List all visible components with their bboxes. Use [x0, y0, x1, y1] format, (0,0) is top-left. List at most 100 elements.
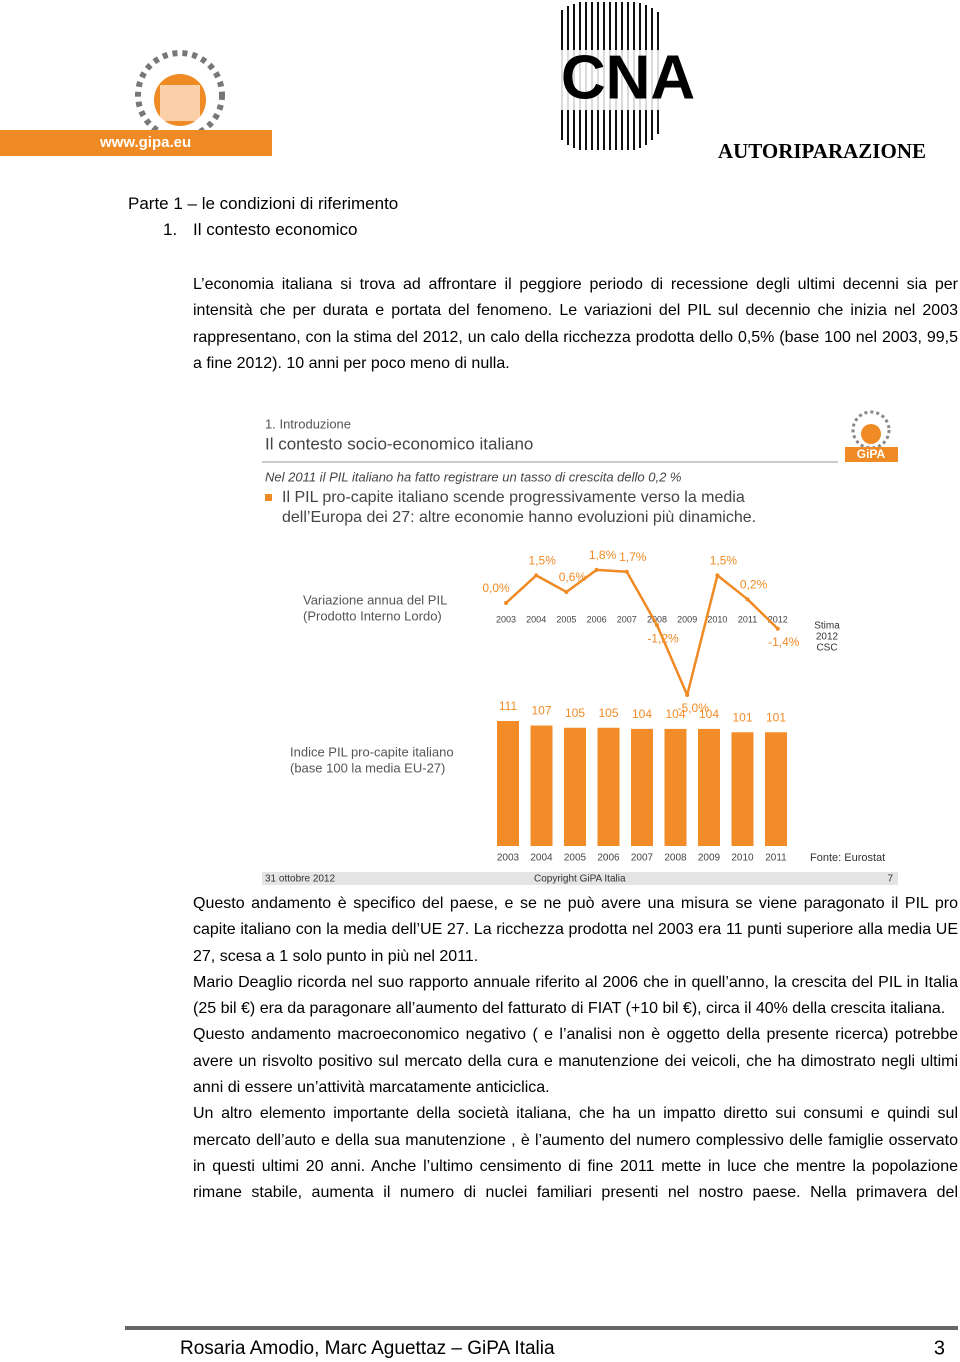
x-label: 2010 [731, 853, 754, 864]
x-label: 2008 [664, 853, 687, 864]
site-url: www.gipa.eu [99, 134, 191, 151]
x-label: 2010 [707, 614, 727, 624]
point [624, 569, 629, 574]
bar [530, 725, 553, 846]
heading-title: Il contesto economico [193, 220, 358, 239]
value-label: -1,4% [768, 635, 800, 649]
footer-page: 3 [934, 1337, 945, 1359]
paragraph: Mario Deaglio ricorda nel suo rapporto a… [193, 973, 958, 1018]
point [534, 573, 539, 578]
value-label: 1,5% [710, 554, 738, 568]
bullet-line: dell’Europa dei 27: altre economie hanno… [282, 509, 756, 526]
bar [664, 728, 687, 846]
value-label: 1,8% [589, 548, 617, 562]
value-label: 101 [732, 710, 752, 724]
x-label: 2005 [564, 853, 587, 864]
x-label: 2005 [556, 614, 576, 624]
slide-page: 7 [887, 874, 893, 885]
x-label: 2003 [497, 853, 520, 864]
paragraph: Questo andamento è specifico del paese, … [193, 895, 958, 965]
chart-note: CSC [816, 643, 837, 654]
intro-text: L’economia italiana si trova ad affronta… [193, 272, 958, 377]
x-label: 2012 [768, 614, 788, 624]
value-label: 1,5% [529, 554, 557, 568]
bullet-line: Il PIL pro-capite italiano scende progre… [282, 489, 745, 506]
slide-title: Il contesto socio-economico italiano [265, 434, 533, 453]
x-label: 2003 [496, 614, 516, 624]
chart-label: Indice PIL pro-capite italiano [290, 744, 454, 759]
bar [731, 732, 754, 846]
x-label: 2006 [587, 614, 607, 624]
value-label: -1,2% [647, 631, 679, 645]
slide-date: 31 ottobre 2012 [265, 874, 335, 885]
slide-logo-ring [851, 410, 891, 450]
x-label: 2011 [738, 614, 757, 624]
chart-label: (Prodotto Interno Lordo) [303, 608, 442, 623]
point [504, 601, 508, 605]
cna-text: CNA [561, 43, 695, 112]
cna-band [556, 50, 700, 110]
x-label: 2007 [631, 853, 654, 864]
point [594, 567, 599, 572]
bar [631, 728, 653, 846]
paragraph: Questo andamento macroeconomico negativo… [193, 1026, 958, 1097]
point [715, 573, 720, 578]
paragraph: Un altro elemento importante della socie… [193, 1105, 958, 1202]
gipa-logo [0, 50, 272, 156]
slide-logo-band [845, 447, 898, 462]
x-label: 2004 [530, 853, 553, 864]
body-text: Questo andamento è specifico del paese, … [193, 891, 958, 1207]
x-label: 2006 [597, 853, 620, 864]
point [564, 589, 569, 594]
value-label: 101 [766, 710, 786, 724]
x-label: 2011 [765, 853, 787, 864]
section-title: AUTORIPARAZIONE [718, 139, 926, 163]
slide-kicker: 1. Introduzione [265, 416, 351, 431]
value-label: 1,7% [619, 550, 647, 564]
value-label: 0,0% [482, 581, 510, 595]
footer-rule [125, 1326, 958, 1330]
footer-authors: Rosaria Amodio, Marc Aguettaz – GiPA Ita… [180, 1338, 555, 1359]
value-label: 104 [665, 707, 685, 721]
slide-subtitle: Nel 2011 il PIL italiano ha fatto regist… [265, 469, 681, 484]
paragraph: L’economia italiana si trova ad affronta… [193, 276, 958, 372]
chart-label: (base 100 la media EU-27) [290, 760, 445, 775]
x-label: 2009 [698, 853, 721, 864]
line [505, 568, 779, 697]
x-label: 2009 [677, 614, 697, 624]
value-label: 105 [565, 706, 585, 720]
value-label: 104 [632, 707, 652, 721]
value-label: 0,2% [740, 577, 768, 591]
slide: 1. Introduzione Il contesto socio-econom… [262, 410, 898, 885]
slide-copyright: Copyright GiPA Italia [534, 874, 626, 885]
value-label: -5,0% [678, 701, 710, 715]
x-label: 2007 [617, 614, 637, 624]
value-label: 111 [499, 699, 518, 713]
chart-label: Variazione annua del PIL [303, 592, 447, 607]
slide-logo-text: GiPA [857, 447, 886, 461]
value-label: 104 [699, 707, 719, 721]
slide-footer-band [262, 872, 898, 885]
x-label: 2008 [647, 614, 667, 624]
value-label: 0,6% [559, 570, 587, 584]
value-label: 107 [531, 704, 551, 718]
bar [698, 728, 720, 846]
bar [564, 727, 586, 846]
point [655, 623, 659, 628]
slide-logo-sun [861, 424, 881, 444]
x-label: 2004 [526, 614, 546, 624]
bullet-square [265, 494, 272, 501]
chart-note: Stima [814, 621, 840, 632]
heading-number: 1. [163, 220, 178, 239]
bar [765, 732, 787, 846]
point [775, 626, 780, 631]
point [685, 693, 690, 697]
bar [497, 721, 519, 846]
chart-note: 2012 [816, 632, 839, 643]
heading-part: Parte 1 – le condizioni di riferimento [128, 194, 399, 213]
chart-source: Fonte: Eurostat [810, 852, 885, 864]
point [745, 597, 750, 602]
bar [597, 727, 620, 846]
